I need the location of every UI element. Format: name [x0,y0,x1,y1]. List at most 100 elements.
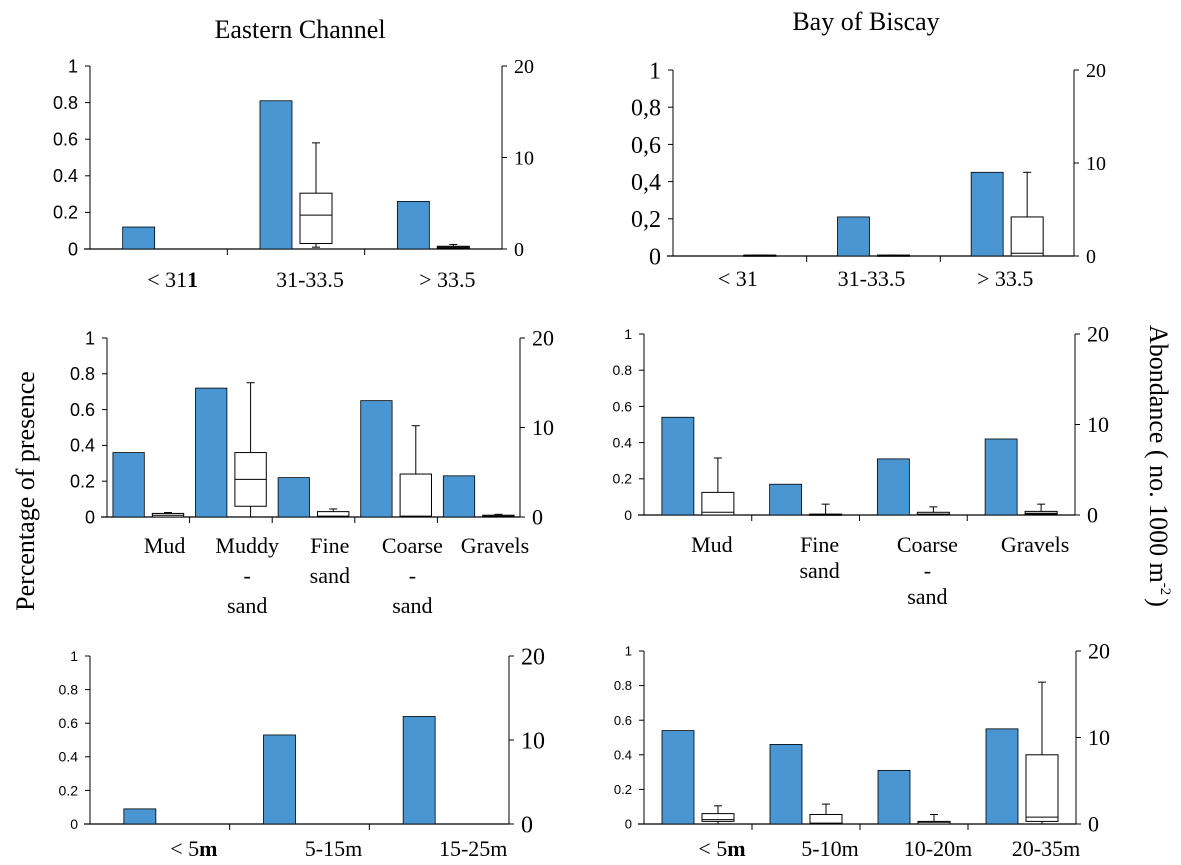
x-category-label: - [924,558,931,583]
y2-tick-label: 20 [1086,60,1106,82]
y2-tick-label: 0 [532,505,543,530]
y-tick-label: 0,4 [631,170,661,196]
boxplot-box [399,473,432,518]
y-tick-label: 0.6 [59,715,79,731]
boxplot-box [1025,754,1059,822]
y-tick-label: 0.2 [59,782,79,798]
boxplot-box [701,813,735,822]
y-tick-label: 0.8 [613,362,633,378]
presence-bar [122,226,156,250]
presence-bar [442,475,476,518]
y2-tick-label: 10 [514,148,534,170]
abundance-boxplot [436,243,470,249]
y2-tick-label: 20 [521,644,545,670]
left-axis-title: Percentage of presence [11,371,40,611]
y-tick-label: 0.8 [614,678,632,693]
y2-tick-label: 0 [514,239,524,261]
y-tick-label: 0.4 [70,436,95,456]
boxplot-box [1010,216,1044,257]
y-tick-label: 0 [68,239,78,259]
x-category-label: Fine [310,533,349,558]
y2-tick-label: 0 [1086,246,1096,268]
x-category-label: sand [907,584,947,609]
x-category-label: Gravels [461,533,529,558]
x-category-label-bold: m [727,836,745,861]
abundance-boxplot [809,803,843,825]
y2-tick-label: 20 [514,56,534,78]
x-category-label: < 5m [170,836,217,861]
y2-tick-label: 10 [1087,412,1109,437]
y2-tick-label: 0 [1087,503,1098,528]
y2-tick-label: 10 [521,728,545,754]
y-tick-label: 0 [649,244,661,270]
y2-tick-label: 10 [1088,725,1110,750]
abundance-boxplot [916,506,950,516]
x-category-label: 15-25m [439,836,507,861]
y2-tick-label: 0 [1088,812,1099,837]
x-category-label: sand [392,593,432,618]
abundance-boxplot [1025,681,1059,825]
y-tick-label: 1 [625,644,632,659]
presence-bar [259,100,293,250]
column-title-eastern-channel: Eastern Channel [214,15,385,44]
y2-tick-label: 10 [532,415,554,440]
abundance-boxplot [151,512,185,518]
x-category-label: Mud [144,533,186,558]
y-tick-label: 1 [85,328,95,348]
presence-bar [661,416,695,516]
presence-bar [263,734,296,825]
abundance-boxplot [1024,503,1058,516]
presence-bar [112,452,145,518]
y2-tick-label: 20 [1088,639,1110,664]
abundance-boxplot [877,254,910,257]
abundance-boxplot [701,457,735,516]
x-category-label: > 33.5 [419,267,475,292]
presence-bar [661,730,695,825]
x-category-label: < 5m [698,836,745,861]
presence-bar [769,483,803,516]
x-category-label: 20-35m [1012,836,1080,861]
presence-bar [877,769,911,825]
y-tick-label: 0.2 [613,471,633,487]
y-tick-label: 0 [624,507,632,523]
y-tick-label: 0,2 [631,207,661,233]
y-tick-label: 0.4 [53,166,78,186]
presence-bar [277,477,310,518]
abundance-boxplot [743,254,777,257]
x-category-label: 5-15m [305,836,362,861]
presence-bar [123,808,157,825]
presence-bar [876,458,910,516]
presence-bar [837,216,870,257]
presence-bar [769,744,803,825]
x-category-label-bold: 1 [187,267,198,292]
svg-text:Abondance ( no. 1000 m-2): Abondance ( no. 1000 m-2) [1144,325,1173,607]
y-tick-label: 0 [70,816,78,832]
x-category-label: - [244,563,251,588]
abundance-boxplot [399,425,432,518]
abundance-boxplot [482,513,515,518]
y2-tick-label: 20 [1087,322,1109,347]
x-category-label: Coarse [382,533,443,558]
column-title-bay-of-biscay: Bay of Biscay [792,7,939,36]
y-tick-label: 0.2 [53,203,78,223]
boxplot-box [299,192,333,245]
y-tick-label: 0.2 [70,472,95,492]
y-tick-label: 0.4 [614,747,632,762]
presence-bar [396,201,430,250]
x-category-label: > 33.5 [977,266,1033,291]
x-category-label: 31-33.5 [276,267,344,292]
x-category-label: < 311 [147,267,198,292]
x-category-label: < 31 [718,266,758,291]
y-tick-label: 0.6 [53,130,78,150]
presence-bar [985,728,1019,825]
y-tick-label: 0.6 [70,400,95,420]
y-tick-label: 0 [85,507,95,527]
presence-bar [970,171,1004,257]
